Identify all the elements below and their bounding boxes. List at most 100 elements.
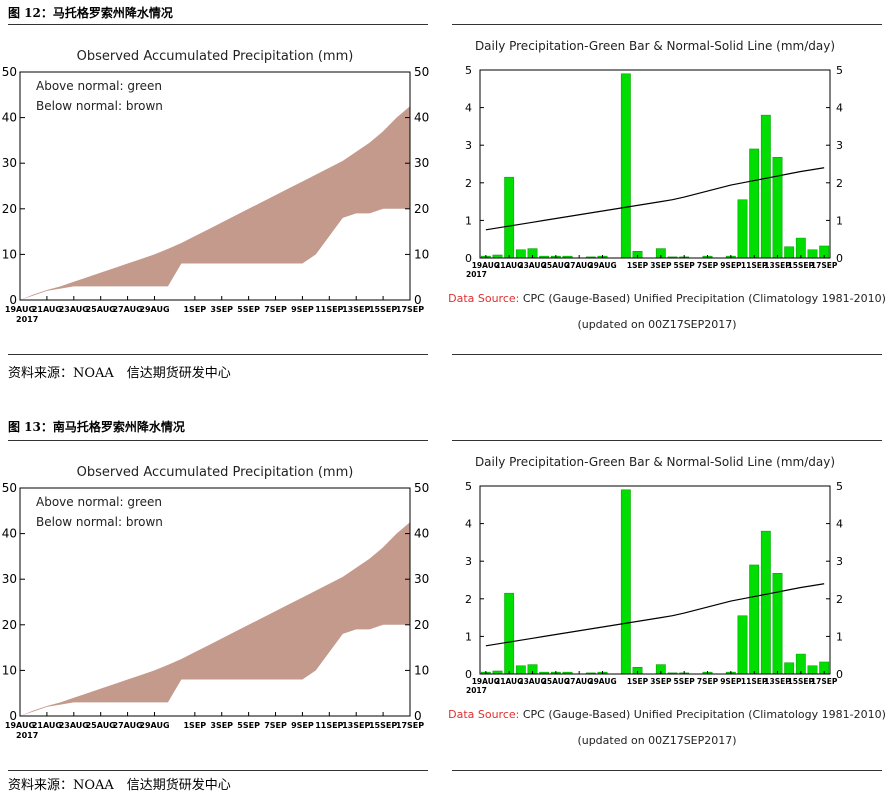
data-source-label: Data Source: [448,708,523,721]
x-tick-label: 13SEP [342,721,370,730]
precip-bar [784,662,795,675]
x-tick-label: 7SEP [697,677,719,686]
x-tick-label: 1SEP [627,677,649,686]
x-tick-label: 3SEP [210,305,233,314]
x-tick-label: 3SEP [210,721,233,730]
y-tick-label-left: 5 [465,64,472,77]
y-tick-label-left: 10 [2,247,17,261]
y-tick-label-left: 2 [465,593,472,606]
precip-bar [784,246,795,259]
x-tick-label: 23AUG [59,305,89,314]
chart-title: Daily Precipitation-Green Bar & Normal-S… [475,39,835,53]
precip-bar [515,665,526,675]
precip-bar [807,249,818,259]
y-tick-label-left: 1 [465,214,472,227]
x-tick-label: 27AUG [565,261,593,270]
x-tick-label: 11SEP [741,261,768,270]
y-tick-label-left: 20 [2,618,17,632]
precip-bar [760,530,771,675]
updated-text: (updated on 00Z17SEP2017) [577,734,736,747]
y-tick-label-right: 0 [836,668,843,681]
y-tick-label-right: 30 [414,572,429,586]
precip-bar [749,564,760,675]
year-label: 2017 [466,270,487,279]
y-tick-label-left: 3 [465,555,472,568]
x-tick-label: 21AUG [32,721,62,730]
x-tick-label: 15SEP [369,305,397,314]
precip-bar [807,665,818,675]
normal-line [485,167,825,231]
x-tick-label: 1SEP [183,305,206,314]
x-tick-label: 1SEP [183,721,206,730]
y-tick-label-left: 1 [465,630,472,643]
x-tick-label: 15SEP [788,677,815,686]
y-tick-label-right: 0 [414,709,422,723]
figure-13-accumulated-chart: Observed Accumulated Precipitation (mm) 0… [2,450,432,740]
precip-bar [504,176,515,259]
data-source-text: CPC (Gauge-Based) Unified Precipitation … [523,708,886,721]
x-tick-label: 7SEP [264,305,287,314]
chart-title: Daily Precipitation-Green Bar & Normal-S… [475,455,835,469]
precip-bar [620,73,631,259]
figure-12-top-rule-right [452,24,882,25]
y-tick-label-right: 10 [414,247,429,261]
y-tick-label-right: 20 [414,618,429,632]
figure-12-accumulated-chart: Observed Accumulated Precipitation (mm) 0… [2,34,432,324]
precip-bar [515,249,526,259]
y-tick-label-right: 20 [414,202,429,216]
deficit-area [20,106,410,300]
y-tick-label-left: 3 [465,139,472,152]
x-tick-label: 21AUG [32,305,62,314]
x-tick-label: 21AUG [495,677,523,686]
x-tick-label: 17SEP [811,261,838,270]
deficit-area [20,522,410,716]
x-tick-label: 5SEP [674,261,696,270]
y-tick-label-right: 1 [836,214,843,227]
chart-background [452,450,882,760]
data-source-line: Data Source: CPC (Gauge-Based) Unified P… [448,292,886,305]
x-tick-label: 25AUG [86,721,116,730]
chart-title: Observed Accumulated Precipitation (mm) [77,465,354,480]
y-tick-label-right: 5 [836,64,843,77]
y-tick-label-left: 40 [2,111,17,125]
y-tick-label-right: 40 [414,111,429,125]
y-tick-label-right: 50 [414,481,429,495]
figure-13-top-rule-left [8,440,428,441]
y-tick-label-right: 4 [836,518,843,531]
x-tick-label: 9SEP [720,677,742,686]
precip-bar [737,615,748,675]
x-tick-label: 27AUG [113,721,143,730]
plot-frame [19,487,411,717]
y-tick-label-left: 4 [465,518,472,531]
x-tick-label: 23AUG [518,261,546,270]
legend-entry: Above normal: green [36,495,162,509]
figure-13-title: 图 13：南马托格罗索州降水情况 [8,420,185,434]
year-label: 2017 [16,315,38,324]
year-label: 2017 [466,686,487,695]
x-tick-label: 17SEP [396,721,424,730]
precip-bar [749,148,760,259]
updated-text: (updated on 00Z17SEP2017) [577,318,736,331]
x-tick-label: 19AUG [5,721,35,730]
precip-bar [772,572,783,675]
x-tick-label: 3SEP [650,261,672,270]
y-tick-label-right: 5 [836,480,843,493]
legend-entry: Above normal: green [36,79,162,93]
y-tick-label-right: 50 [414,65,429,79]
y-tick-label-left: 40 [2,527,17,541]
data-source-line: Data Source: CPC (Gauge-Based) Unified P… [448,708,886,721]
plot-frame [479,69,831,259]
normal-line [485,583,825,647]
chart-title: Observed Accumulated Precipitation (mm) [77,49,354,64]
x-tick-label: 29AUG [588,261,616,270]
y-tick-label-right: 40 [414,527,429,541]
x-tick-label: 7SEP [697,261,719,270]
legend-entry: Below normal: brown [36,515,163,529]
x-tick-label: 15SEP [369,721,397,730]
x-tick-label: 29AUG [588,677,616,686]
x-tick-label: 19AUG [472,677,500,686]
y-tick-label-right: 30 [414,156,429,170]
figure-12-bottom-rule-right [452,354,882,355]
y-tick-label-right: 0 [836,252,843,265]
x-tick-label: 11SEP [315,721,343,730]
